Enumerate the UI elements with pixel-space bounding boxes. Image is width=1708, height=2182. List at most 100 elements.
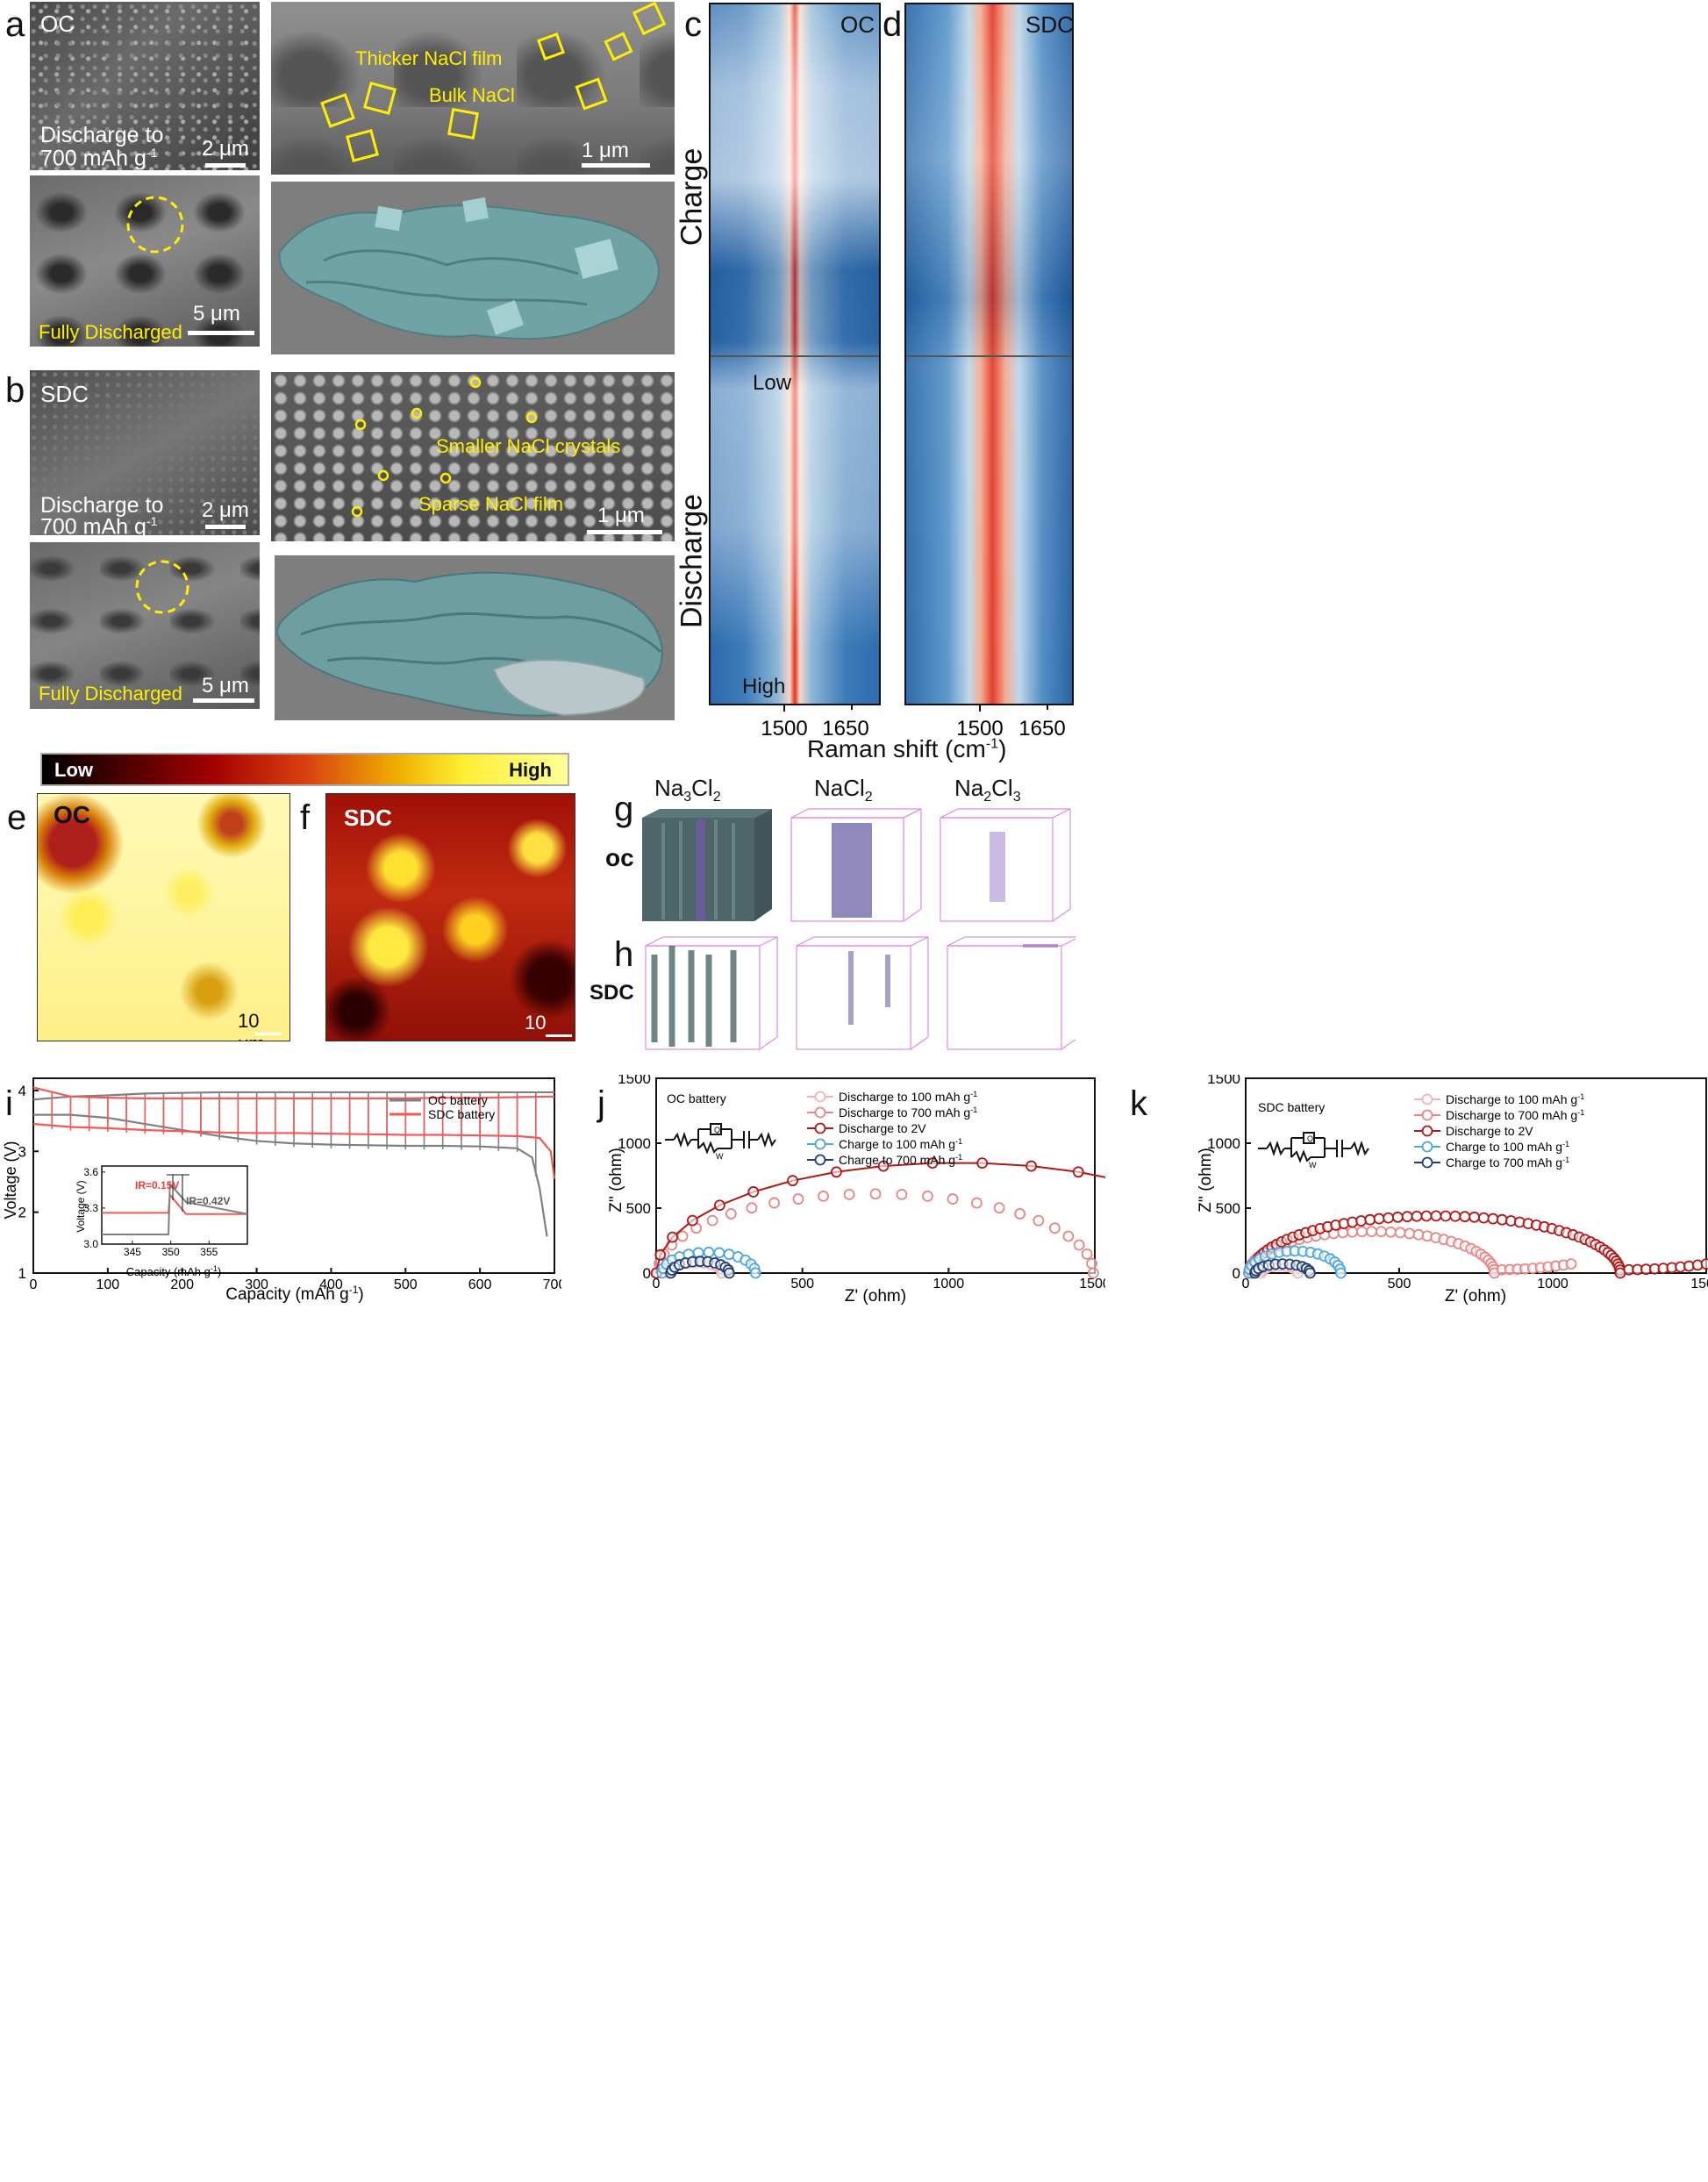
legend-label: Charge to 700 mAh g-1 bbox=[839, 1153, 962, 1167]
legend-label: Discharge to 2V bbox=[839, 1121, 926, 1135]
sem-caption-line2: 700 mAh g-1 bbox=[40, 146, 158, 170]
data-point bbox=[713, 1247, 725, 1259]
sem-label-oc: OC bbox=[40, 11, 75, 37]
label-smaller-crystals: Smaller NaCl crystals bbox=[436, 435, 621, 457]
panel-letter-i: i bbox=[5, 1084, 13, 1123]
cube-oc-na2cl3-fill bbox=[990, 832, 1005, 902]
x-tick-label: 1500 bbox=[1690, 1277, 1708, 1291]
data-point bbox=[1496, 1213, 1508, 1226]
raman-label-oc: OC bbox=[840, 11, 875, 38]
x-tick-label: 200 bbox=[170, 1277, 194, 1292]
ir-sdc-label: IR=0.15V bbox=[135, 1179, 179, 1191]
x-tick-label: 100 bbox=[96, 1277, 120, 1292]
legend-label: Charge to 100 mAh g-1 bbox=[1446, 1140, 1569, 1154]
circuit-w: W bbox=[716, 1152, 724, 1161]
data-point bbox=[896, 1188, 908, 1200]
legend-oc: OC battery bbox=[428, 1093, 488, 1107]
data-point bbox=[1469, 1211, 1481, 1223]
panel-letter-c: c bbox=[684, 5, 702, 44]
data-point bbox=[676, 1230, 689, 1242]
data-point bbox=[926, 1157, 939, 1170]
scale-bar-label: 5 μm bbox=[193, 302, 240, 326]
legend-marker bbox=[1421, 1125, 1433, 1137]
legend-label: Discharge to 100 mAh g-1 bbox=[1446, 1092, 1584, 1106]
data-point bbox=[1366, 1226, 1377, 1238]
sem-image-oc-700: OC Discharge to 700 mAh g-1 2 μm bbox=[30, 2, 260, 170]
y-tick-label: 4 bbox=[18, 1083, 26, 1099]
cube-oc-na2cl3 bbox=[940, 808, 1071, 922]
data-point bbox=[869, 1188, 882, 1200]
data-point bbox=[1411, 1210, 1423, 1222]
panel-letter-d: d bbox=[883, 5, 903, 44]
y-tick-label: 0 bbox=[1233, 1265, 1240, 1282]
data-point bbox=[1087, 1267, 1099, 1279]
legend-label: Discharge to 700 mAh g-1 bbox=[1446, 1108, 1584, 1122]
scale-bar bbox=[587, 530, 662, 534]
data-point bbox=[1356, 1226, 1368, 1238]
data-point bbox=[703, 1246, 715, 1258]
data-point bbox=[1477, 1212, 1490, 1224]
scale-bar-label: 1 μm bbox=[597, 504, 645, 527]
data-point bbox=[723, 1267, 735, 1279]
legend-marker bbox=[814, 1091, 826, 1103]
y-tick-label: 500 bbox=[1216, 1200, 1240, 1217]
raman-xtick: 1500 bbox=[761, 717, 807, 740]
panel-letter-a: a bbox=[5, 5, 25, 44]
data-point bbox=[1385, 1226, 1397, 1238]
data-point bbox=[747, 1186, 760, 1198]
scale-bar-label: 2 μm bbox=[202, 137, 249, 161]
colorbar-high-label: High bbox=[509, 759, 552, 781]
x-tick-label: 1500 bbox=[1079, 1277, 1105, 1291]
data-point bbox=[1335, 1267, 1347, 1279]
sem-caption-line2: 700 mAh g-1 bbox=[40, 514, 158, 535]
data-point bbox=[667, 1231, 679, 1243]
data-point bbox=[713, 1199, 725, 1212]
sem-image-oc-zoom: Thicker NaCl film Bulk NaCl 1 μm bbox=[271, 2, 675, 175]
row-label-oc: oc bbox=[605, 844, 634, 871]
axis-xlabel: Z' (ohm) bbox=[845, 1287, 906, 1305]
circuit-q: Q bbox=[714, 1126, 720, 1134]
legend-label: Charge to 700 mAh g-1 bbox=[1446, 1155, 1569, 1170]
axis-ylabel: Voltage (V) bbox=[2, 1141, 19, 1219]
x-tick-label: 400 bbox=[319, 1277, 343, 1292]
axis-xlabel: Z' (ohm) bbox=[1445, 1287, 1506, 1305]
circuit-w: W bbox=[1309, 1161, 1317, 1170]
circuit-q: Q bbox=[1307, 1134, 1313, 1143]
data-point bbox=[1420, 1210, 1433, 1222]
data-point bbox=[1062, 1230, 1075, 1242]
sem-caption-line1: Discharge to bbox=[40, 493, 164, 518]
render-3d-sdc bbox=[275, 555, 675, 720]
gh-column-header-1: Na3Cl2 bbox=[654, 775, 721, 805]
data-point bbox=[1391, 1211, 1404, 1223]
y-tick-label: 1 bbox=[18, 1265, 26, 1282]
data-point bbox=[686, 1214, 698, 1227]
inset-frame bbox=[101, 1165, 248, 1245]
data-point bbox=[1355, 1215, 1367, 1227]
render-3d-oc bbox=[271, 182, 675, 354]
legend-marker bbox=[814, 1138, 826, 1150]
data-point bbox=[976, 1157, 989, 1170]
chart-voltage-capacity: 1 2 3 4 0 100 200 300 400 500 600 700 3.0 3.3 3.6 345… bbox=[2, 1077, 561, 1304]
panel-letter-g: g bbox=[614, 790, 634, 828]
scale-bar bbox=[205, 525, 246, 529]
legend-marker bbox=[1421, 1109, 1433, 1121]
data-point bbox=[654, 1248, 667, 1261]
x-tick-label: 1000 bbox=[933, 1277, 965, 1291]
y-tick-label: 1000 bbox=[1207, 1135, 1240, 1152]
data-point bbox=[877, 1160, 890, 1172]
x-tick-label: 1000 bbox=[1537, 1277, 1569, 1291]
x-tick-label: 500 bbox=[1388, 1277, 1411, 1291]
axis-ylabel: Z'' (ohm) bbox=[607, 1148, 625, 1213]
scale-bar bbox=[188, 331, 254, 335]
x-tick-label: 500 bbox=[394, 1277, 418, 1292]
data-point bbox=[1373, 1213, 1385, 1225]
colorbar-low-label: Low bbox=[54, 759, 93, 781]
data-point bbox=[1394, 1227, 1406, 1239]
sem-image-sdc-full: Fully Discharged 5 μm bbox=[30, 542, 260, 709]
raman-ylabel-charge: Charge bbox=[675, 147, 709, 247]
scale-bar-label: 10 μm bbox=[238, 1010, 265, 1041]
x-tick-label: 700 bbox=[543, 1277, 561, 1292]
data-point bbox=[1401, 1211, 1413, 1223]
data-point bbox=[746, 1202, 758, 1214]
data-point bbox=[831, 1166, 842, 1178]
